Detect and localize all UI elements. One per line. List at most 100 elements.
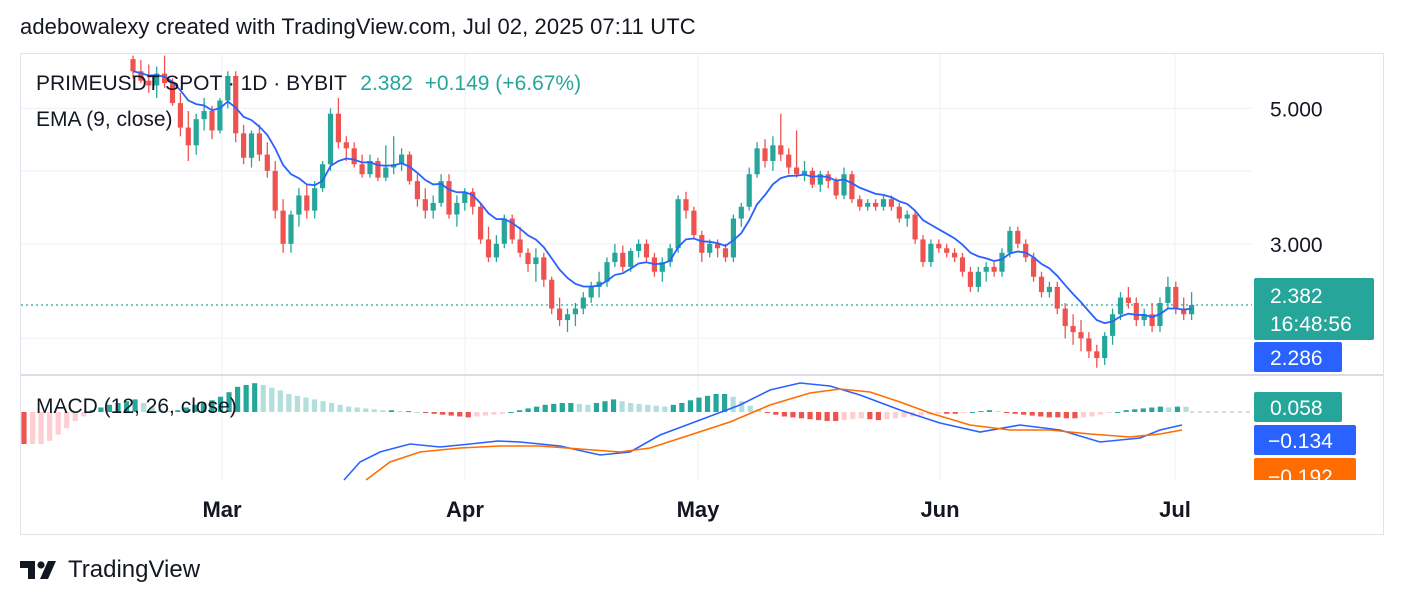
macd-histogram-bar [516,410,523,412]
macd-histogram-bar [551,403,557,412]
candle-body [241,133,247,158]
candle-body [446,181,452,215]
candle-body [999,252,1005,272]
macd-histogram-bar [508,412,514,413]
macd-histogram-bar [440,412,446,415]
macd-histogram-bar [713,394,719,412]
macd-histogram-bar [183,407,189,412]
macd-histogram-bar [1072,412,1078,419]
macd-histogram-bar [525,408,531,412]
candle-body [722,248,729,258]
macd-histogram-bar [260,385,266,412]
macd-histogram-bar [294,395,301,412]
macd-histogram-bar [935,412,941,414]
macd-histogram-bar [875,412,882,421]
macd-histogram-bar [277,390,283,412]
macd-histogram-bar [252,383,258,412]
candle-body [620,252,626,267]
macd-histogram-bar [1055,412,1061,418]
macd-histogram-bar [670,404,676,412]
candle-body [801,170,808,175]
macd-histogram-bar [619,401,625,412]
candle-body [699,235,705,253]
macd-tag-bg [1254,425,1356,455]
macd-histogram-bar [824,412,830,421]
macd-histogram-bar [969,412,975,413]
candle-body [485,239,492,258]
candle-body [636,243,642,251]
signal-tag: −0.192 [1268,466,1333,489]
candle-body [209,111,215,131]
macd-histogram-bar [687,400,694,412]
candle-body [493,243,499,258]
hist-tag-bg [1254,392,1342,422]
candle-body [983,266,989,272]
macd-histogram-bar [1063,412,1069,419]
chart-frame [20,53,1384,535]
macd-histogram-bar [21,412,27,444]
candle-body [1173,286,1179,309]
candle-body [557,308,563,321]
macd-histogram-bar [72,412,78,421]
macd-histogram-bar [414,412,420,413]
macd-histogram-bar [328,403,335,412]
macd-histogram-bar [602,401,608,412]
candle-body [873,202,879,207]
candle-body [525,252,531,265]
macd-histogram-bar [1166,407,1172,412]
candle-body [1062,308,1068,327]
candle-body [1165,286,1171,303]
macd-histogram-bar [559,403,565,412]
tradingview-brand[interactable]: TradingView [20,556,200,584]
price-chart[interactable]: 5.000 3.000 Mar Apr May Jun Jul 2.382 16:48:56 2.… [0,0,1404,540]
macd-histogram-bar [166,411,172,413]
ema-tag: 2.286 [1270,347,1323,370]
macd-histogram-bar [1046,412,1052,418]
candle-body [1117,297,1124,315]
macd-histogram-bar [354,407,360,412]
macd-histogram-bar [1174,406,1181,412]
candle-body [659,262,665,272]
last-price-tag: 2.382 [1270,285,1323,308]
candle-body [817,174,823,185]
candle-body [904,214,910,219]
candle-body [169,83,176,104]
macd-histogram-bar [841,412,847,421]
time-tick-label: Jul [1159,497,1191,522]
candle-body [280,210,286,244]
macd-histogram-bar [1123,410,1129,412]
symbol-legend: PRIMEUSDT SPOT · 1D · BYBIT 2.382 +0.149… [36,72,581,96]
macd-histogram-bar [482,412,488,416]
macd-histogram-bar [961,412,967,413]
candle-body [193,119,199,146]
macd-histogram-bar [542,404,548,412]
candle-body [833,181,839,196]
candle-body [201,111,207,120]
macd-histogram-bar [1003,412,1010,413]
macd-histogram-bar [243,385,249,412]
macd-histogram-bar [636,403,642,412]
candle-body [248,133,255,158]
macd-lines [343,382,1183,481]
macd-histogram-bar [286,394,292,412]
macd-histogram-bar [388,410,394,412]
time-tick-label: Jun [920,497,959,522]
macd-histogram [21,383,1189,444]
candle-body [1102,335,1108,359]
macd-histogram-bar [704,395,711,412]
signal-line [365,388,1183,481]
macd-histogram-bar [422,412,429,413]
candle-body [509,218,515,240]
macd-histogram-bar [38,412,44,444]
candle-body [272,170,278,211]
candle-body [312,188,318,211]
macd-histogram-bar [1115,412,1121,413]
macd-histogram-bar [491,412,497,415]
macd-histogram-bar [217,396,224,412]
macd-histogram-bar [781,412,788,417]
macd-histogram-bar [918,412,924,416]
macd-histogram-bar [158,409,164,412]
candle-body [1023,243,1029,258]
macd-histogram-bar [576,403,582,412]
macd-histogram-bar [1038,412,1044,417]
